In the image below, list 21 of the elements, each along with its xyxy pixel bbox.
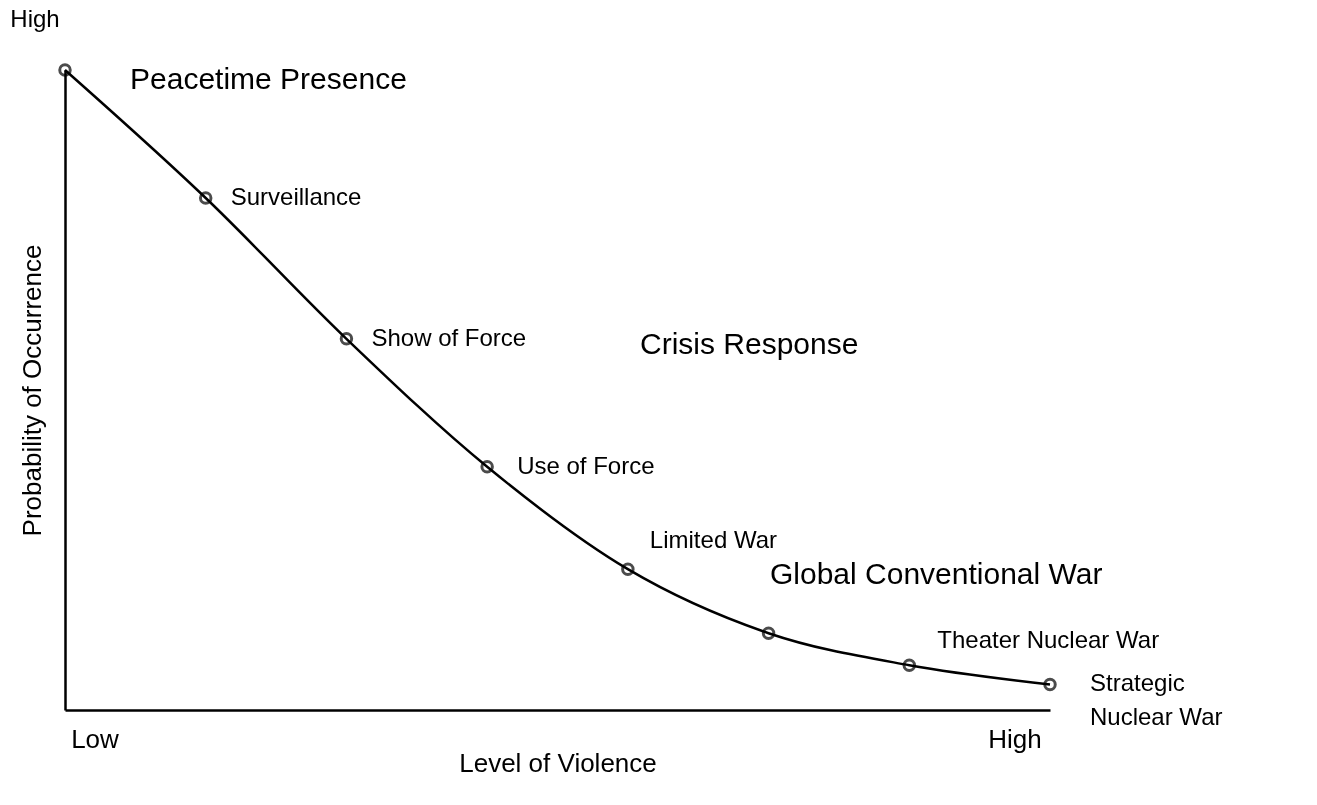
annotation: Show of Force xyxy=(371,323,527,351)
text: Strategic Nuclear War xyxy=(1090,669,1223,731)
annotation: Crisis Response xyxy=(640,327,859,360)
text: High xyxy=(10,5,60,32)
annotation: Limited War xyxy=(649,526,777,554)
point xyxy=(198,191,213,205)
point xyxy=(761,626,776,640)
text: Low xyxy=(71,724,120,754)
x-axis-title: Level of Violence xyxy=(459,747,657,778)
annotation: Global Conventional War xyxy=(770,557,1103,590)
point xyxy=(480,460,494,474)
point xyxy=(339,332,354,346)
point xyxy=(902,658,917,672)
y-axis-title: Probability of Occurrence xyxy=(16,244,47,537)
annotation: Theater Nuclear War xyxy=(937,626,1160,654)
annotation: Surveillance xyxy=(230,183,362,210)
point xyxy=(621,562,635,576)
text: High xyxy=(988,724,1042,754)
annotation: Use of Force xyxy=(517,451,655,479)
point xyxy=(1043,677,1057,692)
annotation: Peacetime Presence xyxy=(130,62,407,95)
